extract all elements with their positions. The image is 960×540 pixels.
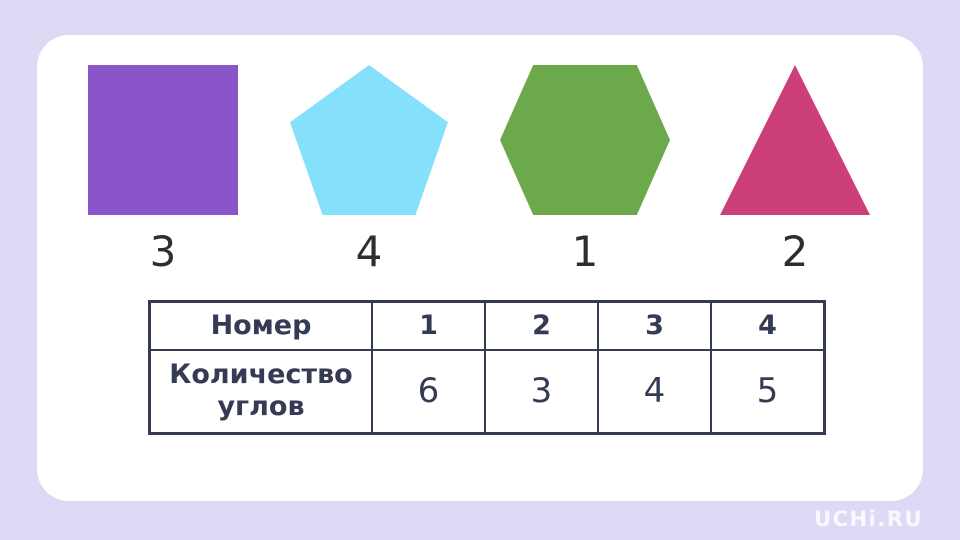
header-cell-1: 1 <box>371 300 486 351</box>
pentagon-shape <box>290 65 448 215</box>
angles-table: Номер 1 2 3 4 Количество углов 6 3 4 5 <box>148 300 826 435</box>
header-cell-2: 2 <box>484 300 599 351</box>
header-cell-3: 3 <box>597 300 712 351</box>
square-number-label: 3 <box>149 227 177 276</box>
pentagon-number-label: 4 <box>355 227 383 276</box>
uchi-ru-watermark: UCHi.RU <box>814 507 923 531</box>
answer-cell-1[interactable]: 6 <box>371 348 486 435</box>
triangle-number-label: 2 <box>781 227 809 276</box>
header-cell-4: 4 <box>710 300 826 351</box>
row-label-angles-count: Количество углов <box>148 348 373 435</box>
task-card: 3 4 1 2 Номер 1 2 3 4 Количество углов 6… <box>37 35 923 501</box>
hexagon-shape <box>500 65 670 215</box>
square-shape <box>88 65 238 215</box>
table-data-row: Количество углов 6 3 4 5 <box>148 348 826 435</box>
answer-cell-2[interactable]: 3 <box>484 348 599 435</box>
hexagon-number-label: 1 <box>571 227 599 276</box>
answer-cell-4[interactable]: 5 <box>710 348 826 435</box>
table-header-row: Номер 1 2 3 4 <box>148 300 826 351</box>
triangle-shape <box>720 65 870 215</box>
answer-cell-3[interactable]: 4 <box>597 348 712 435</box>
header-cell-nomer: Номер <box>148 300 373 351</box>
